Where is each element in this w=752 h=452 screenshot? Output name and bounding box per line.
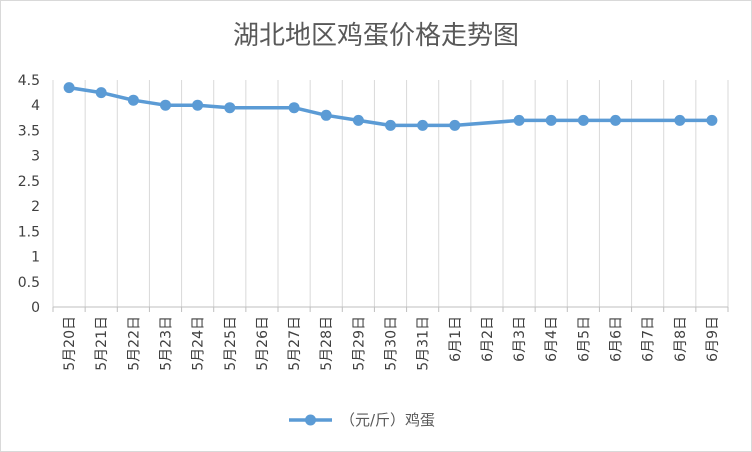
x-tick-label: 5月20日 [62, 316, 78, 371]
x-tick-label: 5月26日 [255, 316, 271, 371]
x-tick-label: 5月21日 [94, 316, 110, 371]
data-point[interactable] [610, 114, 621, 126]
x-tick-label: 6月4日 [544, 316, 560, 362]
legend-label: （元/斤）鸡蛋 [340, 411, 435, 429]
x-tick-label: 6月5日 [576, 316, 592, 362]
y-tick-label: 3.5 [18, 123, 40, 139]
y-tick-label: 0 [31, 300, 40, 316]
x-tick-labels: 5月20日 5月21日 5月22日 5月23日 5月24日 5月25日 5月26日 5月27日… [62, 316, 721, 371]
x-tick-label: 5月29日 [351, 316, 367, 371]
y-tick-label: 0.5 [18, 275, 40, 291]
legend-marker-icon [305, 414, 316, 426]
y-tick-label: 3 [31, 149, 40, 165]
x-tick-label: 6月6日 [609, 316, 625, 362]
data-point[interactable] [288, 102, 300, 114]
y-tick-label: 2.5 [18, 174, 40, 190]
x-tick-label: 6月1日 [448, 316, 464, 362]
x-tick-label: 5月25日 [223, 316, 239, 371]
axes [52, 306, 729, 312]
data-point[interactable] [352, 114, 364, 126]
data-point[interactable] [160, 99, 171, 111]
x-tick-label: 5月22日 [126, 316, 142, 371]
x-tick-label: 5月23日 [159, 316, 175, 371]
data-point[interactable] [674, 114, 686, 126]
legend[interactable]: （元/斤）鸡蛋 [289, 411, 435, 429]
data-point[interactable] [385, 119, 396, 131]
series-layer [63, 82, 718, 131]
data-point[interactable] [417, 119, 429, 131]
x-tick-label: 6月8日 [673, 316, 689, 362]
y-tick-label: 4 [31, 98, 40, 114]
data-point[interactable] [577, 114, 589, 126]
data-point[interactable] [513, 114, 525, 126]
data-point[interactable] [127, 94, 139, 106]
y-tick-label: 1 [31, 250, 40, 266]
data-point[interactable] [449, 119, 461, 131]
data-point[interactable] [63, 82, 75, 94]
x-tick-label: 6月7日 [641, 316, 657, 362]
y-tick-label: 1.5 [18, 224, 40, 240]
x-tick-label: 6月3日 [512, 316, 528, 362]
x-tick-label: 5月28日 [319, 316, 335, 371]
x-tick-label: 5月24日 [191, 316, 207, 371]
x-tick-label: 6月2日 [480, 316, 496, 362]
x-tick-label: 5月31日 [416, 316, 432, 371]
data-point[interactable] [545, 114, 557, 126]
data-point[interactable] [320, 109, 332, 121]
y-tick-label: 2 [31, 199, 40, 215]
y-tick-labels: 0 0.5 1 1.5 2 2.5 3 3.5 4 4.5 [18, 73, 40, 316]
data-point[interactable] [192, 99, 204, 111]
grid-lines [52, 80, 729, 307]
data-point[interactable] [95, 87, 107, 99]
y-tick-label: 4.5 [18, 73, 40, 89]
x-tick-label: 5月27日 [287, 316, 303, 371]
data-point[interactable] [706, 114, 718, 126]
data-point[interactable] [224, 102, 236, 114]
x-tick-label: 5月30日 [384, 316, 400, 371]
chart-title: 湖北地区鸡蛋价格走势图 [233, 21, 519, 51]
x-tick-label: 6月9日 [705, 316, 721, 362]
